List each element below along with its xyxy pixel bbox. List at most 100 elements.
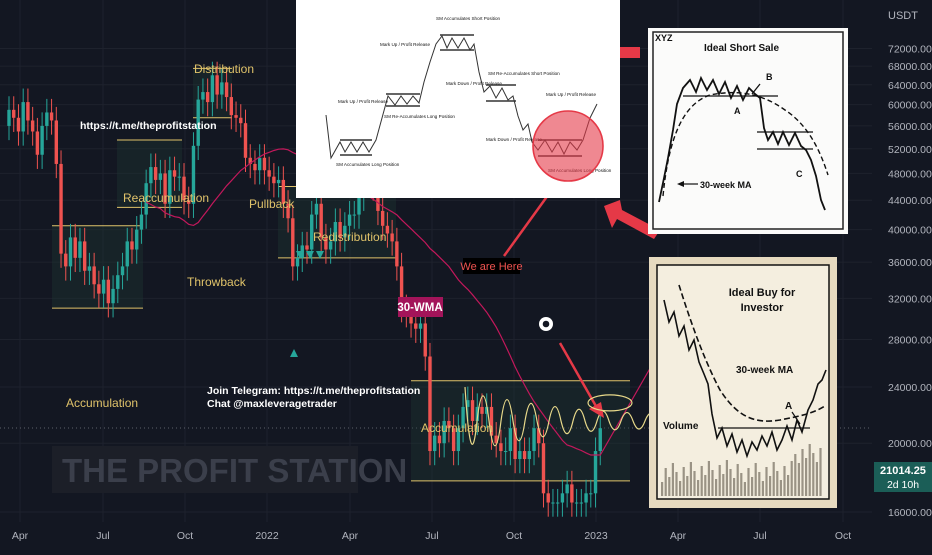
candle xyxy=(182,163,186,215)
candle xyxy=(26,88,30,135)
x-tick-label: Jul xyxy=(425,530,438,542)
candle xyxy=(480,393,484,429)
we-are-here-label: We are Here xyxy=(460,261,522,273)
y-tick-label: 72000.00 xyxy=(888,43,932,55)
candle xyxy=(390,219,394,256)
candle xyxy=(598,414,602,466)
candle xyxy=(130,227,134,264)
label-accumulation-right: Accumulation xyxy=(421,421,493,435)
volume-bar xyxy=(700,466,703,496)
candle xyxy=(324,223,328,264)
volume-bar xyxy=(675,472,678,496)
volume-bar xyxy=(718,465,721,496)
candle xyxy=(201,78,205,114)
candle xyxy=(494,422,498,458)
wma-line xyxy=(145,148,701,456)
y-axis: 16000.00 20000.00 24000.00 28000.00 32000.00… xyxy=(888,43,932,519)
buy-point-a: A xyxy=(785,401,792,412)
candle xyxy=(267,156,271,191)
volume-bar xyxy=(787,475,790,496)
candle xyxy=(395,227,399,281)
candle xyxy=(168,156,172,218)
breakout-ellipse xyxy=(587,394,633,412)
candle xyxy=(49,98,54,135)
candle xyxy=(257,144,262,185)
x-tick-label: 2023 xyxy=(584,530,608,542)
telegram-link: Join Telegram: https://t.me/theprofitsta… xyxy=(207,385,420,397)
candle xyxy=(149,153,153,198)
wyckoff-label-7: SM Re-Accumulates Short Position xyxy=(488,71,560,76)
candle xyxy=(347,201,352,240)
volume-bar xyxy=(805,458,808,496)
candle xyxy=(220,68,224,109)
candle xyxy=(428,342,432,466)
candle xyxy=(243,109,248,172)
volume-bar xyxy=(671,463,674,496)
candle xyxy=(466,386,470,422)
y-tick-label: 40000.00 xyxy=(888,225,932,237)
label-pullback: Pullback xyxy=(249,197,295,211)
volume-bar xyxy=(693,471,696,496)
candle xyxy=(135,216,139,264)
candle xyxy=(196,85,200,161)
volume-bar xyxy=(747,468,750,496)
candle xyxy=(456,414,461,466)
candle xyxy=(286,190,290,233)
buy-title-1: Ideal Buy for xyxy=(729,287,796,299)
candle xyxy=(224,68,229,112)
candle xyxy=(139,201,144,244)
eye-icon[interactable] xyxy=(539,317,553,331)
volume-bar xyxy=(697,480,700,496)
candle xyxy=(82,227,87,285)
volume-bar xyxy=(715,479,718,496)
candle xyxy=(281,166,286,218)
candle xyxy=(451,414,456,466)
candle xyxy=(248,144,252,179)
volume-bar xyxy=(704,475,707,496)
candle xyxy=(21,88,25,146)
candle xyxy=(73,223,77,273)
candle xyxy=(555,488,560,517)
volume-bar xyxy=(794,454,797,496)
candle xyxy=(423,309,427,371)
candle xyxy=(385,212,390,248)
x-tick-label: 2022 xyxy=(255,530,279,542)
y-tick-label: 60000.00 xyxy=(888,100,932,112)
y-tick-label: 32000.00 xyxy=(888,293,932,305)
x-tick-label: Jul xyxy=(96,530,109,542)
volume-bar xyxy=(751,477,754,496)
candle xyxy=(589,479,593,508)
wyckoff-label-6: Mark Down / Profit Release xyxy=(446,81,502,86)
candle xyxy=(333,208,338,256)
candle xyxy=(59,150,63,268)
y-tick-label: 16000.00 xyxy=(888,507,932,519)
candle xyxy=(537,414,541,458)
volume-bar xyxy=(733,478,736,496)
candle xyxy=(30,106,35,146)
candle xyxy=(177,163,181,191)
candle xyxy=(442,407,446,458)
x-axis: Apr Jul Oct 2022 Apr Jul Oct 2023 Apr Jul Oct xyxy=(12,530,851,542)
x-tick-label: Apr xyxy=(12,530,29,542)
candle xyxy=(532,414,536,466)
label-throwback: Throwback xyxy=(187,275,247,289)
currency-label: USDT xyxy=(888,10,918,22)
candle xyxy=(343,212,347,252)
volume-bar xyxy=(765,467,768,496)
volume-bar xyxy=(754,463,757,496)
candle xyxy=(16,104,21,146)
candle xyxy=(64,240,68,281)
short-title: Ideal Short Sale xyxy=(704,43,779,54)
volume-bar xyxy=(722,474,725,496)
volume-bar xyxy=(725,460,728,496)
volume-bar xyxy=(819,448,822,496)
candle xyxy=(513,414,517,474)
candle xyxy=(518,437,522,474)
volume-bar xyxy=(686,476,689,496)
candle xyxy=(489,393,494,450)
zone-accumulation-left xyxy=(52,225,143,309)
wyckoff-label-8: Mark Down / Profit Release xyxy=(486,137,542,142)
volume-bar xyxy=(790,461,793,496)
candle xyxy=(101,266,106,308)
